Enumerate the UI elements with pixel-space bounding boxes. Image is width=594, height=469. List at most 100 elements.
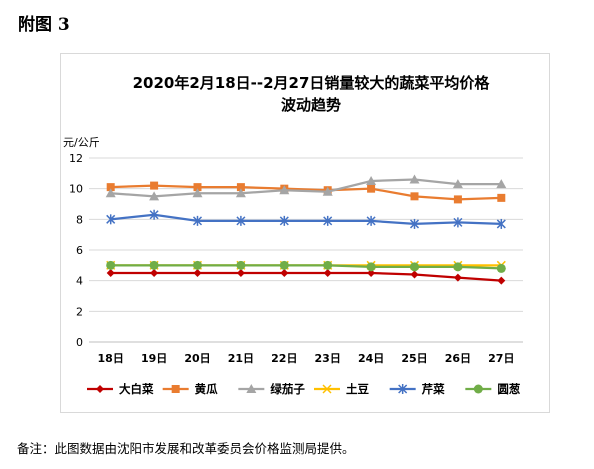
series-圆葱	[106, 260, 506, 273]
data-point	[149, 260, 159, 270]
data-point	[106, 183, 115, 192]
x-tick-label: 25日	[401, 352, 427, 365]
legend-label: 大白菜	[119, 382, 154, 396]
data-point	[323, 269, 332, 277]
series-大白菜	[106, 269, 506, 285]
series-line	[110, 178, 502, 198]
x-tick-label: 22日	[271, 352, 297, 365]
data-point	[410, 262, 419, 272]
data-point	[497, 193, 506, 202]
data-point	[366, 262, 376, 272]
data-point	[410, 270, 419, 279]
x-tick-label: 27日	[488, 352, 514, 365]
series-line	[110, 271, 502, 282]
y-tick-label: 0	[76, 336, 83, 349]
x-tick-label: 18日	[98, 352, 124, 365]
data-point	[323, 260, 333, 270]
data-point	[496, 179, 507, 189]
data-point	[150, 269, 159, 277]
data-point	[192, 188, 203, 198]
data-point	[409, 174, 420, 184]
data-point	[149, 191, 160, 201]
data-point	[322, 384, 332, 394]
data-point	[236, 215, 246, 226]
y-tick-label: 2	[76, 305, 83, 318]
legend: 大白菜 黄瓜 绿茄子 土豆 芹菜 圆葱	[87, 382, 521, 396]
series-黄瓜	[106, 181, 506, 204]
data-point	[322, 186, 333, 196]
data-point	[452, 179, 463, 189]
data-point	[323, 215, 333, 226]
data-point	[193, 183, 202, 192]
data-point	[106, 214, 116, 225]
data-point	[236, 260, 246, 270]
y-tick-label: 12	[69, 152, 83, 165]
chart-frame: 2020年2月18日--2月27日销量较大的蔬菜平均价格 波动趋势 元/公斤 0…	[60, 53, 550, 413]
legend-label: 黄瓜	[195, 382, 218, 396]
data-point	[453, 262, 463, 272]
data-point	[473, 384, 483, 394]
data-point	[105, 188, 116, 198]
data-point	[409, 218, 420, 229]
data-point	[398, 384, 408, 394]
series-line	[110, 213, 502, 226]
y-tick-label: 4	[76, 275, 83, 288]
series-line	[110, 184, 502, 201]
legend-label: 绿茄子	[270, 382, 305, 396]
x-tick-label: 26日	[445, 352, 471, 365]
x-tick-label: 23日	[315, 352, 341, 365]
data-point	[149, 209, 159, 220]
legend-item: 黄瓜	[162, 382, 218, 396]
data-point	[106, 260, 116, 270]
data-point	[106, 269, 115, 277]
data-point	[280, 269, 289, 277]
data-point	[279, 215, 289, 226]
y-tick-label: 10	[69, 183, 83, 196]
chart-subtitle: 波动趋势	[281, 96, 341, 114]
data-point	[453, 195, 462, 204]
data-point	[366, 215, 376, 226]
legend-label: 芹菜	[422, 382, 445, 396]
data-point	[193, 260, 202, 270]
line-chart: 2020年2月18日--2月27日销量较大的蔬菜平均价格 波动趋势 元/公斤 0…	[63, 74, 523, 396]
data-point	[497, 276, 506, 285]
data-point	[410, 192, 419, 201]
data-point	[453, 217, 463, 228]
data-point	[96, 385, 104, 393]
data-point	[367, 269, 376, 277]
data-point	[235, 188, 246, 198]
x-tick-label: 21日	[228, 352, 254, 365]
y-tick-label: 8	[76, 213, 83, 226]
data-point	[193, 269, 202, 277]
data-point	[150, 181, 159, 190]
data-point	[246, 384, 257, 393]
data-point	[236, 269, 245, 277]
legend-item: 土豆	[314, 382, 369, 396]
legend-label: 圆葱	[497, 382, 520, 396]
series-layer	[105, 174, 507, 285]
grid-layer: 0 2 4 6 8 10 12 18日 19日 20日 21日 22日 23日 24日 25日 26日 27日	[69, 152, 523, 365]
data-point	[192, 215, 203, 226]
x-tick-label: 19日	[141, 352, 167, 365]
legend-label: 土豆	[346, 382, 369, 396]
data-point	[496, 218, 506, 229]
data-point	[496, 263, 506, 273]
series-绿茄子	[105, 174, 507, 201]
data-point	[367, 184, 376, 193]
data-point	[279, 185, 290, 195]
data-point	[171, 385, 180, 393]
figure-label: 附图 3	[18, 15, 70, 35]
data-point	[366, 176, 377, 185]
y-tick-label: 6	[76, 244, 83, 257]
x-tick-label: 24日	[358, 352, 384, 365]
y-axis-label: 元/公斤	[63, 136, 100, 149]
footnote: 备注：此图数据由沈阳市发展和改革委员会价格监测局提供。	[17, 441, 355, 456]
data-point	[279, 260, 289, 270]
chart-title: 2020年2月18日--2月27日销量较大的蔬菜平均价格	[133, 74, 491, 92]
legend-item: 绿茄子	[238, 382, 305, 396]
data-point	[453, 273, 462, 282]
series-line	[110, 264, 502, 270]
legend-item: 圆葱	[465, 382, 521, 396]
x-tick-label: 20日	[184, 352, 210, 365]
series-芹菜	[106, 209, 506, 229]
